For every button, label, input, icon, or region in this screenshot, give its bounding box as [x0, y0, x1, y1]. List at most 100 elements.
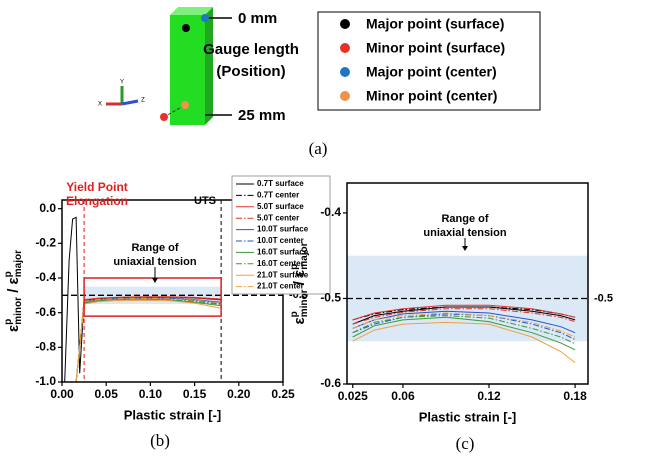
legend-box — [317, 11, 541, 111]
point-dot — [182, 24, 190, 32]
bottom-label: 25 mm — [238, 107, 286, 124]
annotation: Elongation — [66, 194, 128, 208]
arrow-head — [152, 278, 158, 283]
annotation: Range of — [131, 242, 178, 254]
x-tick-label: 0.15 — [183, 387, 207, 401]
legend-label: 16.0T surface — [257, 248, 309, 257]
legend-label: 10.0T surface — [257, 225, 309, 234]
arrow-head — [462, 246, 468, 251]
legend-label: 10.0T center — [257, 236, 304, 245]
x-tick-label: 0.12 — [477, 389, 501, 403]
series-line — [352, 316, 576, 351]
legend-dot — [340, 43, 350, 53]
caption: (b) — [150, 431, 170, 450]
x-tick-label: 0.18 — [563, 389, 587, 403]
dash-line — [163, 104, 186, 118]
legend-label: 0.7T surface — [257, 179, 304, 188]
annotation: uniaxial tension — [423, 227, 506, 239]
top-label: 0 mm — [238, 10, 277, 27]
series-line — [75, 297, 222, 383]
gauge-label: Gauge length — [203, 41, 299, 58]
y-tick-label: -0.6 — [320, 376, 341, 390]
chart: -0.5 0.025 0.06 0.12 0.18 -0.4 -0.5 -0.6 Plastic… — [289, 182, 613, 453]
series-line — [352, 304, 576, 321]
chart: -0.50.00 0.05 0.10 0.15 0.20 0.250.0-0.2-0.4-… — [3, 175, 331, 450]
legend-label: Major point (center) — [366, 64, 497, 80]
point-dot — [181, 101, 189, 109]
x-axis-label: Plastic strain [-] — [419, 409, 517, 424]
legend-label: 21.0T surface — [257, 270, 309, 279]
series-line — [352, 321, 576, 363]
plot-frame — [346, 182, 589, 385]
series-line — [75, 298, 222, 383]
legend-dot — [340, 19, 350, 29]
point-dot — [160, 113, 168, 121]
ref-label: -0.5 — [594, 292, 613, 304]
y-label-part: p — [3, 319, 14, 325]
x-tick-label: 0.06 — [391, 389, 415, 403]
series-line — [75, 296, 222, 383]
x-axis-label: Plastic strain [-] — [124, 407, 222, 422]
y-label-part: minor — [299, 289, 310, 317]
x-tick-label: 0.10 — [139, 387, 163, 401]
series-line — [352, 308, 576, 325]
specimen-side — [205, 7, 213, 125]
annotation: uniaxial tension — [113, 256, 196, 268]
triad-label: X — [98, 102, 102, 108]
series-line — [75, 296, 222, 383]
series-line — [75, 297, 222, 383]
y-tick-label: -0.8 — [35, 340, 56, 354]
x-tick-label: 0.20 — [227, 387, 251, 401]
caption: (a) — [309, 139, 328, 158]
legend-label: 0.7T center — [257, 191, 299, 200]
y-axis-label: εpminor / εpmajor — [289, 242, 310, 324]
y-label-part: minor — [13, 297, 24, 325]
gauge-label: (Position) — [216, 63, 285, 80]
x-tick-label: 0.25 — [271, 387, 295, 401]
x-tick-label: 0.05 — [95, 387, 119, 401]
y-tick-label: -1.0 — [35, 374, 56, 388]
y-label-part: ε — [5, 325, 22, 332]
y-label-part: p — [3, 271, 14, 277]
caption: (c) — [456, 434, 475, 453]
y-label-part: p — [289, 311, 300, 317]
legend-label: 5.0T surface — [257, 202, 304, 211]
legend-dot — [340, 91, 350, 101]
y-label-part: / ε — [291, 270, 308, 290]
legend-label: Minor point (surface) — [366, 40, 505, 56]
series-line — [352, 315, 576, 345]
triad-z — [121, 99, 139, 106]
annotation: Yield Point — [66, 180, 128, 194]
y-tick-label: -0.5 — [320, 291, 341, 305]
y-tick-label: -0.4 — [320, 205, 341, 219]
y-tick-label: -0.2 — [35, 236, 56, 250]
axis-triad — [106, 86, 139, 106]
series-line — [75, 296, 222, 383]
triad-label: Y — [120, 80, 124, 86]
legend-label: 16.0T center — [257, 259, 304, 268]
y-label-part: p — [289, 264, 300, 270]
legend-label: 5.0T center — [257, 213, 299, 222]
legend-label: 21.0T center — [257, 282, 304, 291]
legend-label: Major point (surface) — [366, 16, 504, 32]
series-line — [75, 297, 222, 383]
series-line — [75, 299, 222, 383]
y-label-part: ε — [291, 317, 308, 324]
y-label-part: / ε — [5, 277, 22, 297]
y-axis-label: εpminor / εpmajor — [3, 250, 24, 332]
y-tick-label: -0.6 — [35, 305, 56, 319]
y-label-part: major — [299, 242, 310, 269]
legend-dot — [340, 67, 350, 77]
specimen-top — [170, 7, 213, 15]
point-dot — [201, 14, 209, 22]
series-line — [352, 312, 576, 338]
y-tick-label: -0.4 — [35, 270, 56, 284]
annotation: Range of — [441, 213, 488, 225]
x-tick-label: 0.00 — [50, 387, 74, 401]
y-tick-label: 0.0 — [39, 201, 56, 215]
triad-label: Z — [141, 98, 145, 104]
annotation: UTS — [194, 195, 216, 207]
x-tick-label: 0.025 — [338, 389, 368, 403]
